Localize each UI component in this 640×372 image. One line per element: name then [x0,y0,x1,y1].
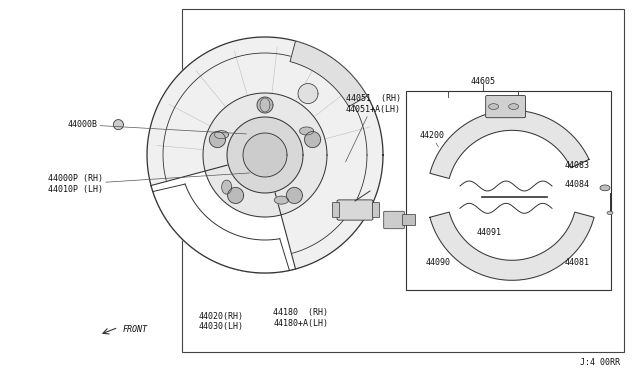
FancyBboxPatch shape [332,203,340,217]
Text: 44090: 44090 [426,258,451,267]
Polygon shape [290,41,367,107]
Polygon shape [203,93,327,217]
Text: 44081: 44081 [564,258,589,267]
Polygon shape [257,97,273,113]
Polygon shape [287,187,302,203]
Polygon shape [147,37,383,273]
Polygon shape [300,127,314,135]
Polygon shape [430,110,589,179]
Bar [182,9,624,352]
FancyBboxPatch shape [384,211,404,229]
Text: FRONT: FRONT [123,325,148,334]
Text: 44083: 44083 [564,161,589,170]
Polygon shape [227,117,303,193]
Polygon shape [214,131,228,139]
Polygon shape [298,84,318,103]
Polygon shape [151,155,296,273]
Text: 44605: 44605 [470,77,495,86]
Text: 44000P (RH)
44010P (LH): 44000P (RH) 44010P (LH) [48,173,250,194]
FancyBboxPatch shape [337,200,373,220]
Polygon shape [260,98,270,112]
Text: 44091: 44091 [477,228,502,237]
Circle shape [607,211,613,215]
Text: 44200: 44200 [419,131,444,147]
Polygon shape [275,196,289,204]
Polygon shape [209,132,225,148]
Polygon shape [113,120,124,129]
Text: 44084: 44084 [564,180,589,189]
Polygon shape [243,133,287,177]
FancyBboxPatch shape [372,203,380,217]
Circle shape [509,104,518,109]
Circle shape [600,185,610,191]
Polygon shape [430,212,594,280]
FancyBboxPatch shape [486,96,525,118]
Polygon shape [221,180,232,194]
FancyBboxPatch shape [403,215,415,225]
Text: 44180  (RH)
44180+A(LH): 44180 (RH) 44180+A(LH) [273,308,328,328]
Polygon shape [228,187,244,203]
Bar [406,91,611,290]
Text: J:4 00RR: J:4 00RR [580,358,620,367]
Text: 44020(RH)
44030(LH): 44020(RH) 44030(LH) [198,312,243,331]
Text: 44000B: 44000B [67,120,246,134]
Text: 44051  (RH)
44051+A(LH): 44051 (RH) 44051+A(LH) [346,94,401,162]
Circle shape [488,104,499,109]
Polygon shape [305,132,321,148]
